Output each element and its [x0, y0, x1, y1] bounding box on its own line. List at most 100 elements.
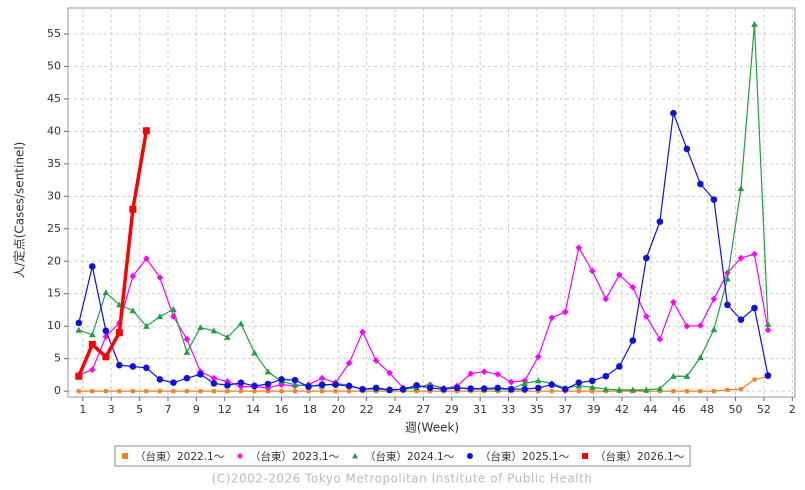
marker	[305, 383, 312, 390]
marker	[306, 389, 311, 394]
marker	[156, 274, 164, 281]
marker	[143, 255, 150, 262]
marker	[616, 386, 623, 393]
lines	[75, 20, 772, 394]
marker	[507, 378, 515, 386]
marker	[89, 331, 96, 338]
marker	[643, 313, 650, 320]
marker	[724, 269, 731, 277]
marker	[467, 385, 474, 392]
marker	[589, 267, 596, 275]
legend-box	[114, 445, 691, 467]
marker	[467, 370, 474, 377]
marker	[725, 387, 730, 392]
y-tick-label: 40	[47, 124, 61, 137]
marker	[582, 453, 588, 459]
marker	[251, 349, 258, 356]
x-tick-label: 52	[757, 403, 771, 416]
marker	[656, 335, 664, 343]
marker	[710, 196, 718, 203]
x-tick-label: 22	[360, 403, 374, 416]
marker	[372, 357, 380, 364]
x-tick-label: 3	[108, 403, 115, 416]
marker	[414, 389, 419, 394]
marker	[237, 379, 245, 387]
marker	[737, 316, 745, 324]
y-tick-label: 0	[54, 384, 61, 397]
marker	[197, 324, 204, 331]
marker	[494, 384, 502, 392]
marker	[752, 377, 757, 382]
marker	[413, 382, 420, 389]
marker	[116, 361, 123, 369]
x-tick-label: 16	[275, 403, 289, 416]
marker	[170, 379, 177, 387]
marker	[724, 275, 731, 282]
marker	[210, 380, 218, 387]
marker	[616, 363, 623, 370]
marker	[320, 389, 325, 394]
marker	[453, 384, 461, 392]
marker	[575, 244, 583, 251]
x-tick-label: 33	[502, 403, 516, 416]
marker	[697, 354, 704, 361]
marker	[225, 389, 230, 394]
marker	[521, 380, 529, 387]
x-tick-label: 44	[643, 403, 657, 416]
x-tick-label: 37	[558, 403, 572, 416]
marker	[142, 127, 150, 135]
marker	[102, 327, 110, 335]
marker	[697, 180, 704, 188]
marker	[75, 326, 83, 333]
marker	[264, 380, 272, 388]
marker	[89, 366, 96, 374]
marker	[115, 329, 123, 337]
marker	[359, 328, 366, 336]
marker	[386, 386, 393, 394]
x-tick-label: 46	[672, 403, 686, 416]
marker	[684, 389, 689, 394]
marker	[534, 353, 542, 361]
marker	[561, 308, 569, 316]
marker	[75, 319, 83, 327]
marker	[710, 295, 718, 303]
x-tick-label: 31	[473, 403, 487, 416]
marker	[90, 389, 95, 394]
marker	[122, 453, 128, 459]
marker	[656, 218, 664, 225]
marker	[670, 298, 677, 306]
marker	[352, 453, 358, 459]
marker	[210, 374, 218, 382]
y-tick-label: 25	[47, 222, 61, 235]
y-tick-label: 55	[47, 27, 61, 40]
marker	[480, 368, 488, 375]
marker	[710, 326, 718, 333]
marker	[670, 109, 677, 117]
marker	[129, 205, 137, 213]
marker	[751, 20, 758, 27]
marker	[88, 340, 96, 348]
marker	[549, 389, 554, 394]
marker	[224, 333, 231, 340]
x-tick-label: 35	[530, 403, 544, 416]
x-tick-label: 12	[218, 403, 232, 416]
legend-label: （台東）2025.1～	[480, 450, 570, 463]
x-tick-label: 2	[789, 403, 796, 416]
marker	[534, 377, 542, 384]
marker	[643, 254, 650, 262]
y-tick-label: 20	[47, 254, 61, 267]
x-tick-label: 7	[164, 403, 171, 416]
marker	[211, 389, 216, 394]
y-axis-label: 人/定点(Cases/sentinel)	[12, 142, 27, 279]
marker	[399, 385, 407, 393]
marker	[224, 382, 231, 389]
marker	[643, 386, 650, 393]
marker	[129, 272, 137, 280]
marker	[89, 263, 96, 270]
marker	[724, 301, 731, 309]
marker	[129, 307, 137, 314]
marker	[252, 389, 257, 394]
marker	[291, 381, 299, 388]
marker	[602, 385, 610, 392]
series-line	[78, 376, 769, 392]
